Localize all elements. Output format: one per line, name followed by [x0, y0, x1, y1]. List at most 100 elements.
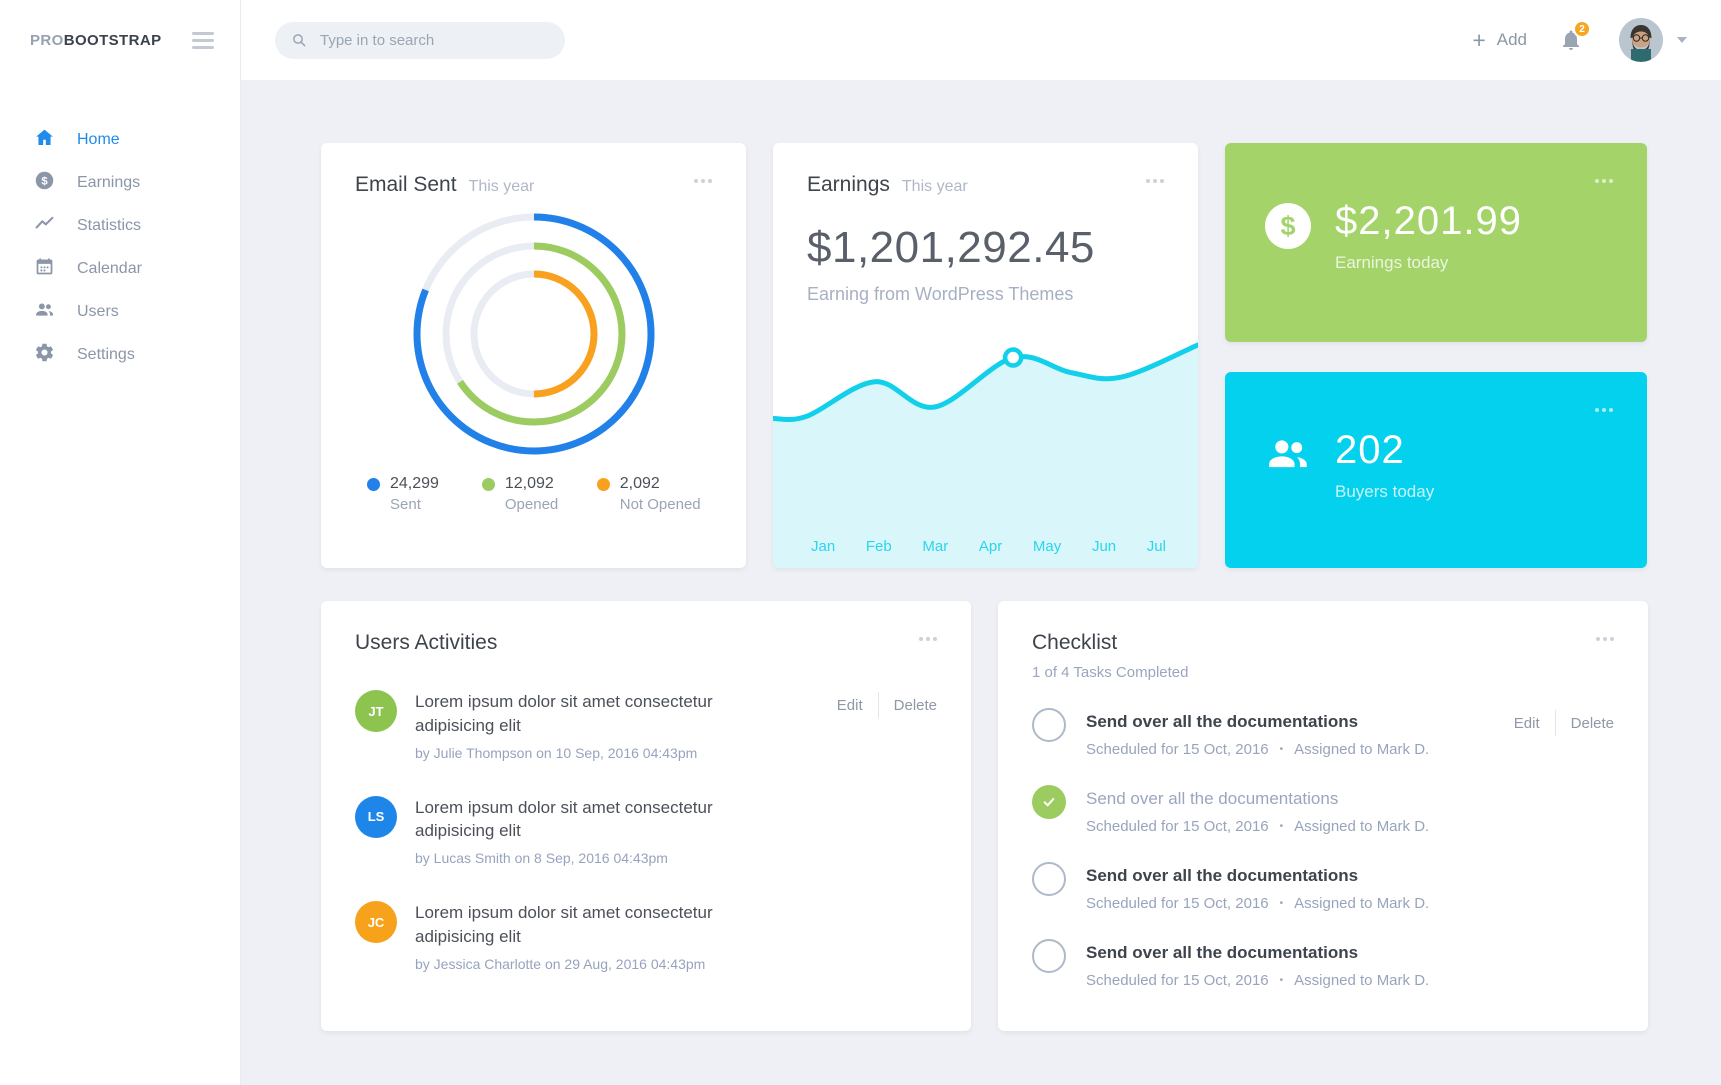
sidebar-item-label: Home [77, 130, 120, 148]
earnings-amount: $1,201,292.45 [807, 223, 1095, 272]
edit-link[interactable]: Edit [836, 696, 863, 714]
task-title: Send over all the documentations [1086, 789, 1339, 808]
earnings-marker [1002, 347, 1024, 368]
activity-item: JT Lorem ipsum dolor sit amet consectetu… [355, 690, 937, 761]
notifications-button[interactable]: 2 [1559, 20, 1591, 52]
month-label: Apr [978, 538, 1003, 555]
card-menu-icon[interactable] [915, 633, 941, 645]
dot-separator: • [1279, 975, 1284, 986]
notification-badge: 2 [1573, 20, 1591, 38]
checklist-card: Checklist 1 of 4 Tasks Completed Send ov… [998, 601, 1648, 1031]
month-label: Jan [811, 538, 836, 555]
add-button[interactable]: + Add [1472, 26, 1527, 53]
sidebar: PROBOOTSTRAP Home $ Earnings Statistics … [0, 0, 241, 1085]
card-title: Earnings [807, 173, 890, 196]
card-menu-icon[interactable] [690, 175, 716, 187]
earnings-today-label: Earnings today [1335, 253, 1449, 272]
brand-bold: BOOTSTRAP [63, 31, 162, 49]
earnings-area-fill [773, 344, 1198, 568]
brand-light: PRO [30, 31, 64, 49]
task-checkbox[interactable] [1032, 862, 1066, 896]
gear-icon [34, 342, 55, 368]
users-activities-card: Users Activities JT Lorem ipsum dolor si… [321, 601, 971, 1031]
earnings-today-amount: $2,201.99 [1335, 199, 1522, 243]
card-menu-icon[interactable] [1591, 175, 1617, 187]
checklist-item: Send over all the documentations Schedul… [1032, 939, 1614, 989]
plus-icon: + [1472, 26, 1486, 53]
month-label: Jun [1091, 538, 1117, 555]
legend-dot [481, 478, 495, 491]
task-title: Send over all the documentations [1086, 866, 1359, 885]
sidebar-item-statistics[interactable]: Statistics [0, 204, 240, 247]
buyers-today-label: Buyers today [1335, 482, 1435, 501]
delete-link[interactable]: Delete [1570, 714, 1614, 732]
activity-text: Lorem ipsum dolor sit amet consectetur a… [415, 692, 713, 735]
legend-value: 24,299 [390, 475, 439, 492]
user-menu[interactable] [1619, 18, 1687, 62]
card-menu-icon[interactable] [1591, 404, 1617, 416]
sidebar-item-label: Users [77, 302, 119, 320]
month-axis: Jan Feb Mar Apr May Jun Jul [773, 538, 1198, 555]
task-assigned: Assigned to Mark D. [1294, 972, 1430, 989]
task-checkbox[interactable] [1032, 708, 1066, 742]
legend-item-sent: 24,299 Sent [367, 475, 482, 513]
edit-link[interactable]: Edit [1513, 714, 1540, 732]
checklist-progress: 1 of 4 Tasks Completed [1032, 664, 1189, 681]
sidebar-item-label: Statistics [77, 216, 142, 234]
task-assigned: Assigned to Mark D. [1294, 741, 1430, 758]
earnings-today-card: $ $2,201.99 Earnings today [1225, 143, 1647, 342]
sidebar-item-calendar[interactable]: Calendar [0, 247, 240, 290]
activity-item: JC Lorem ipsum dolor sit amet consectetu… [355, 901, 937, 972]
activity-meta: by Lucas Smith on 8 Sep, 2016 04:43pm [415, 850, 668, 867]
sidebar-item-home[interactable]: Home [0, 118, 240, 161]
earnings-area-chart [773, 342, 1198, 568]
legend-item-not-opened: 2,092 Not Opened [596, 475, 712, 513]
checklist-item: Send over all the documentations Schedul… [1032, 862, 1614, 912]
task-assigned: Assigned to Mark D. [1294, 895, 1430, 912]
card-menu-icon[interactable] [1142, 175, 1168, 187]
sidebar-item-label: Earnings [77, 173, 141, 191]
month-label: May [1032, 538, 1062, 555]
activity-meta: by Julie Thompson on 10 Sep, 2016 04:43p… [415, 744, 698, 761]
divider [877, 692, 879, 718]
task-scheduled: Scheduled for 15 Oct, 2016 [1086, 741, 1269, 758]
topbar: + Add 2 [241, 0, 1721, 80]
sidebar-item-settings[interactable]: Settings [0, 333, 240, 376]
dollar-circle-icon: $ [34, 170, 55, 196]
task-title: Send over all the documentations [1086, 712, 1359, 731]
activity-text: Lorem ipsum dolor sit amet consectetur a… [415, 903, 713, 946]
sidebar-item-label: Calendar [77, 259, 142, 277]
delete-link[interactable]: Delete [893, 696, 937, 714]
hamburger-menu-icon[interactable] [192, 31, 214, 49]
legend-item-opened: 12,092 Opened [481, 475, 597, 513]
chart-line-icon [34, 213, 55, 239]
task-scheduled: Scheduled for 15 Oct, 2016 [1086, 895, 1269, 912]
avatar: JT [355, 690, 397, 732]
task-scheduled: Scheduled for 15 Oct, 2016 [1086, 972, 1269, 989]
legend-value: 12,092 [504, 475, 554, 492]
bottom-row: Users Activities JT Lorem ipsum dolor si… [321, 601, 1721, 1031]
sidebar-item-earnings[interactable]: $ Earnings [0, 161, 240, 204]
task-checkbox[interactable] [1032, 785, 1066, 819]
topbar-right: + Add 2 [1472, 18, 1687, 62]
add-button-label: Add [1496, 30, 1527, 49]
stat-cards-column: $ $2,201.99 Earnings today [1225, 143, 1647, 568]
search-input[interactable] [318, 30, 549, 50]
donut-legend: 24,299 Sent 12,092 Opened 2,092 Not Open… [355, 475, 712, 513]
earnings-line [773, 342, 1198, 423]
activity-text: Lorem ipsum dolor sit amet consectetur a… [415, 797, 713, 841]
svg-text:$: $ [41, 175, 48, 187]
card-menu-icon[interactable] [1592, 633, 1618, 645]
sidebar-item-users[interactable]: Users [0, 290, 240, 333]
dot-separator: • [1279, 898, 1284, 909]
chevron-down-icon[interactable] [1677, 37, 1687, 43]
earnings-card: Earnings This year $1,201,292.45 Earning… [773, 143, 1198, 568]
card-title: Users Activities [355, 631, 498, 654]
legend-dot [367, 478, 380, 491]
buyers-today-card: 202 Buyers today [1225, 372, 1647, 568]
sidebar-nav: Home $ Earnings Statistics Calendar User… [0, 80, 240, 376]
month-label: Mar [922, 538, 949, 555]
search-bar[interactable] [275, 21, 565, 59]
card-subtitle: This year [468, 178, 535, 195]
task-checkbox[interactable] [1032, 939, 1066, 973]
